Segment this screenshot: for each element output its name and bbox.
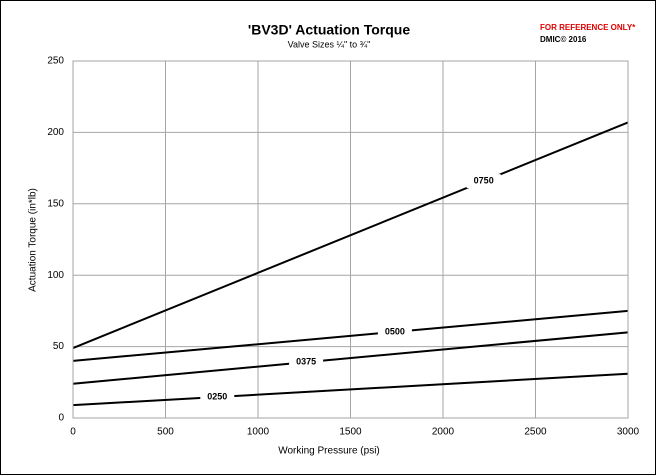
series-label: 0750 (474, 175, 494, 185)
chart-subtitle: Valve Sizes ¼" to ¾" (288, 39, 371, 49)
y-tick-label: 0 (58, 413, 64, 424)
x-axis-label: Working Pressure (psi) (278, 446, 380, 457)
chart-title: 'BV3D' Actuation Torque (248, 22, 410, 38)
x-tick-label: 3000 (617, 427, 640, 438)
series-label-bg (377, 324, 412, 339)
x-tick-label: 1000 (247, 427, 270, 438)
series-line (72, 309, 629, 362)
x-tick-label: 1500 (339, 427, 362, 438)
annotation: FOR REFERENCE ONLY* (540, 23, 636, 32)
y-tick-label: 100 (47, 270, 64, 281)
series-line (72, 121, 629, 349)
series-label: 0500 (385, 326, 405, 336)
series-line (72, 331, 629, 385)
series-label: 0375 (296, 357, 316, 367)
x-tick-label: 500 (157, 427, 174, 438)
y-tick-label: 50 (53, 341, 65, 352)
series-label-bg (200, 389, 235, 404)
x-tick-label: 0 (70, 427, 76, 438)
series-line (72, 372, 629, 407)
x-tick-label: 2500 (524, 427, 547, 438)
y-tick-label: 200 (47, 127, 64, 138)
series-label-bg (466, 174, 501, 189)
series-label: 0250 (207, 391, 227, 401)
series-label-bg (289, 355, 324, 370)
y-axis-label: Actuation Torque (in*lb) (28, 188, 39, 292)
y-tick-label: 250 (47, 56, 64, 67)
plot-border (72, 60, 629, 419)
y-tick-label: 150 (47, 198, 64, 209)
annotation: DMIC© 2016 (540, 35, 587, 44)
x-tick-label: 2000 (432, 427, 455, 438)
